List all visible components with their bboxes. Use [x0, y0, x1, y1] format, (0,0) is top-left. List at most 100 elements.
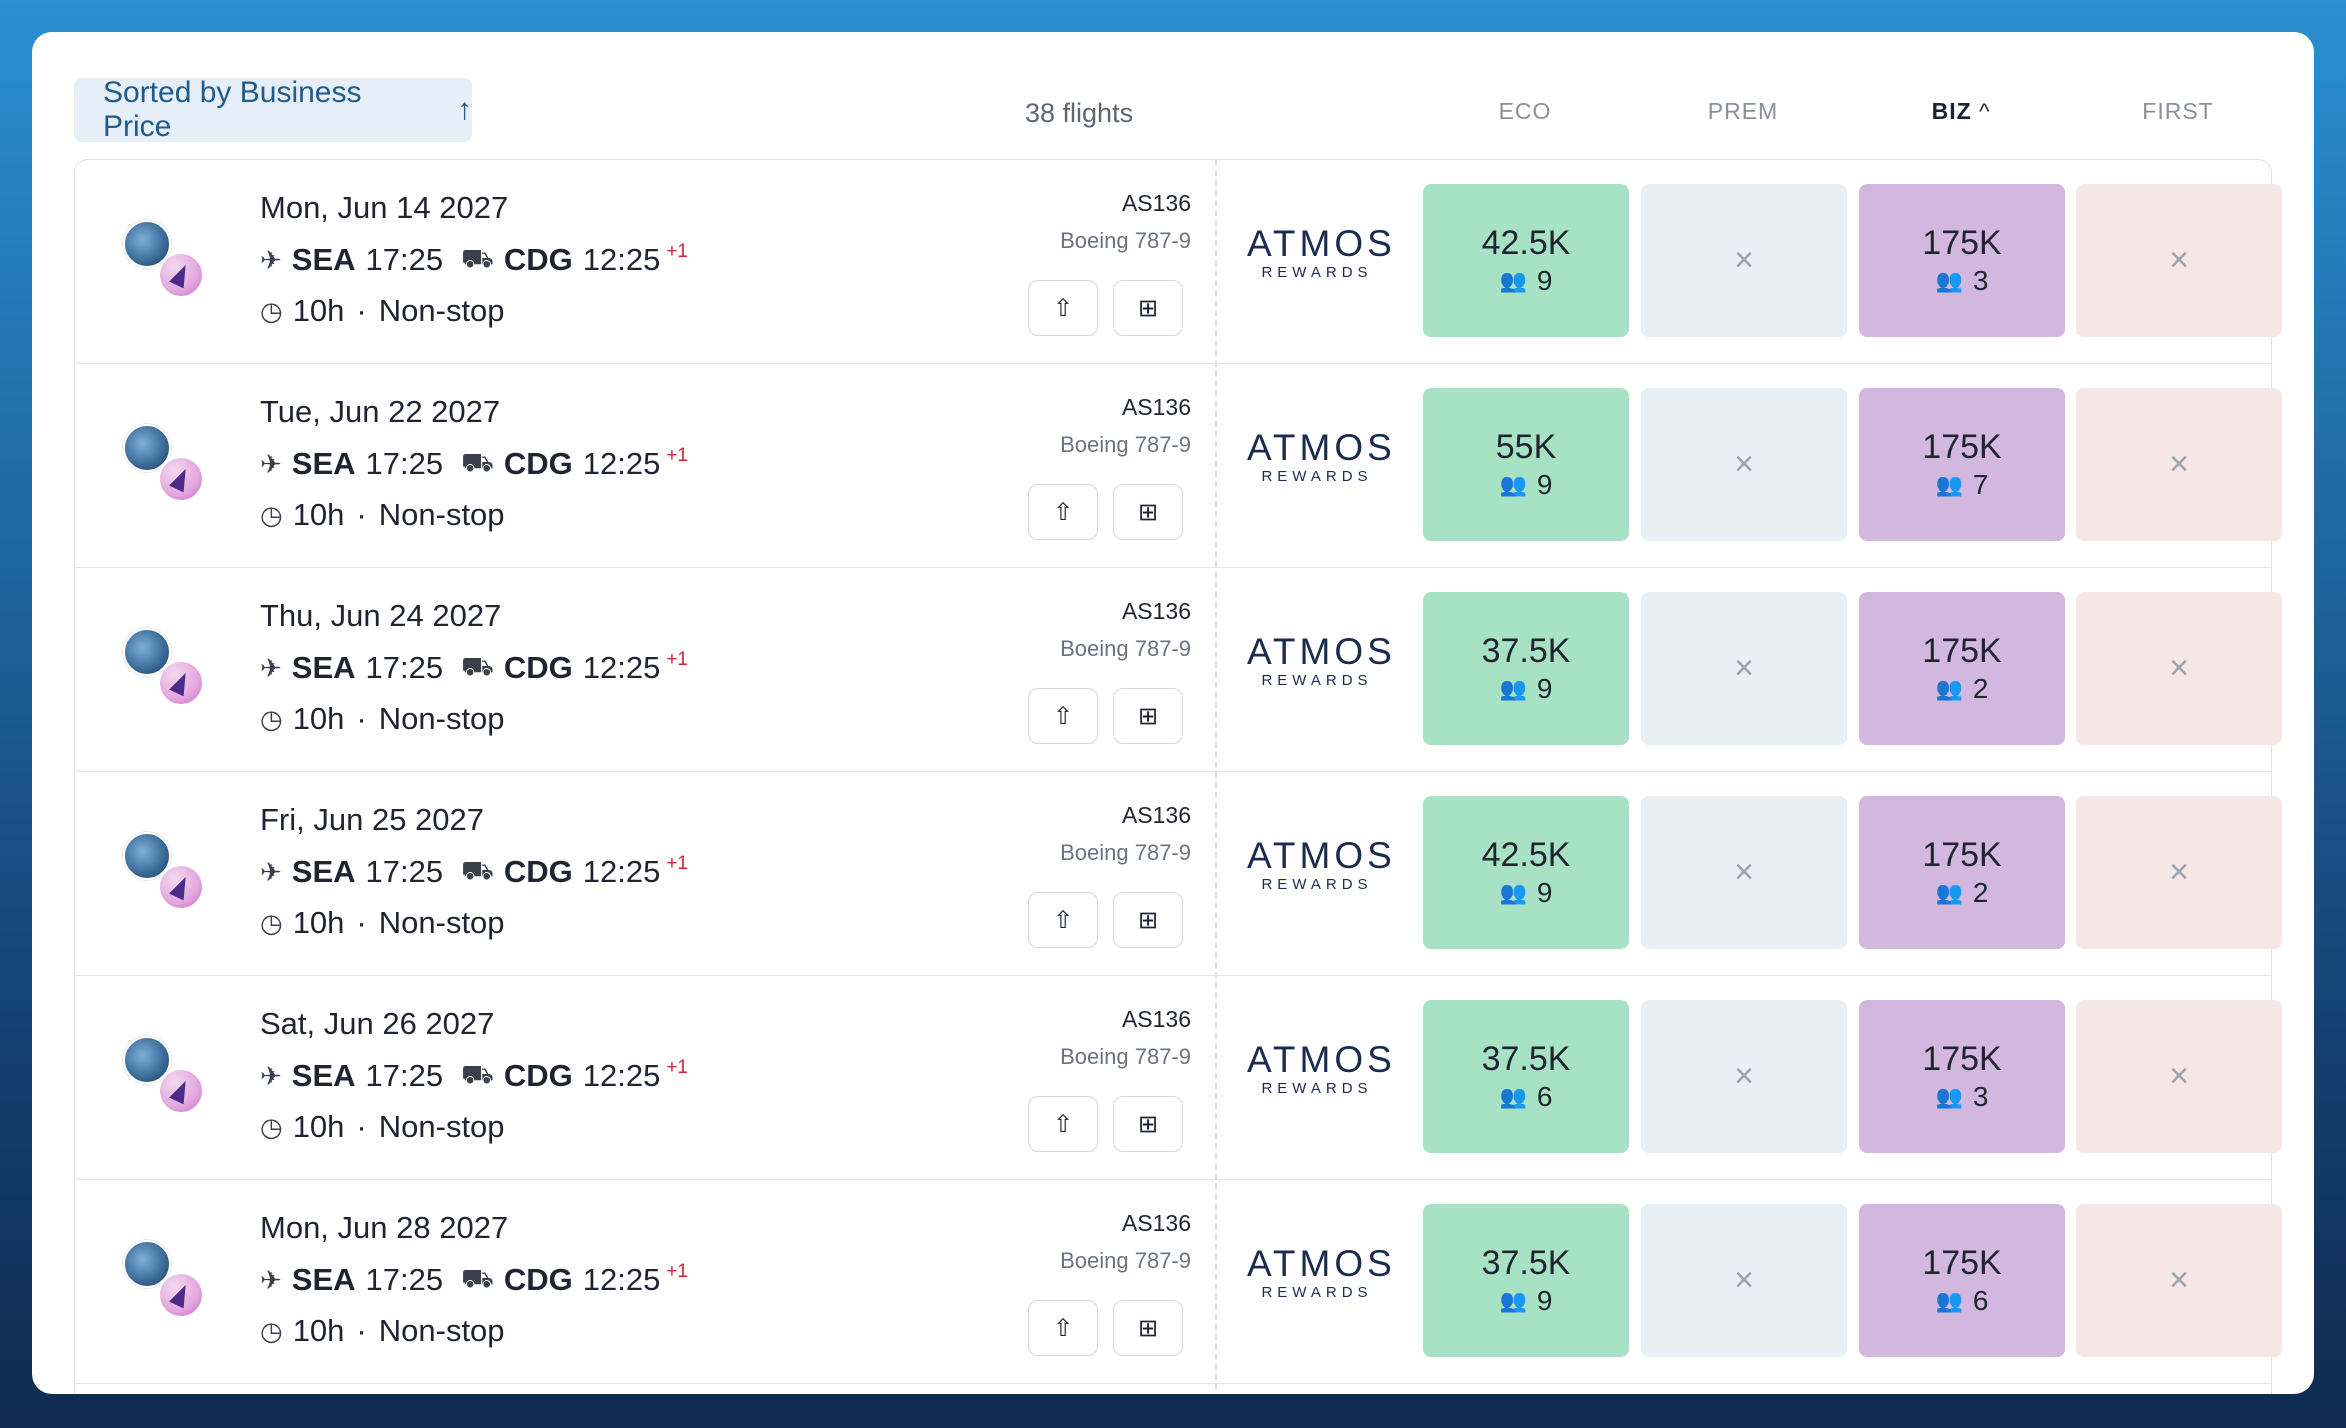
people-icon: 👥 [1499, 879, 1527, 905]
partner-airline-logo [158, 660, 204, 706]
sort-button[interactable]: Sorted by Business Price ↑ [74, 76, 472, 143]
program-name: ATMOS [1247, 1243, 1396, 1284]
add-button[interactable]: ⊞ [1113, 280, 1183, 336]
biz-fare-cell[interactable]: 175K 👥 2 [1859, 592, 2065, 745]
share-button[interactable]: ⇧ [1028, 484, 1098, 540]
destination-code: CDG [503, 446, 573, 481]
add-button[interactable]: ⊞ [1113, 1300, 1183, 1356]
biz-seat-count: 6 [1972, 1284, 1989, 1316]
share-button[interactable]: ⇧ [1028, 280, 1098, 336]
program-sub: REWARDS [1261, 1284, 1373, 1301]
column-header-eco[interactable]: ECO [1498, 98, 1552, 124]
plane-arrival-icon: ⛟ [461, 446, 494, 477]
eco-fare-cell[interactable]: 37.5K 👥 9 [1423, 1204, 1629, 1357]
unavailable-icon: × [2169, 445, 2189, 483]
biz-fare-cell[interactable]: 175K 👥 7 [1859, 388, 2065, 541]
eco-seat-count: 9 [1536, 1284, 1553, 1316]
clock-icon: ◷ [260, 1111, 283, 1142]
add-button[interactable]: ⊞ [1113, 688, 1183, 744]
flight-row[interactable]: Thu, Jun 24 2027 ✈ SEA 17:25 ⛟ CDG 12:25… [75, 568, 2282, 772]
biz-seats: 👥 7 [1936, 467, 1989, 503]
route: ✈ SEA 17:25 ⛟ CDG 12:25 +1 [260, 1057, 688, 1094]
people-icon: 👥 [1499, 267, 1527, 293]
flight-row[interactable]: Mon, Jun 14 2027 ✈ SEA 17:25 ⛟ CDG 12:25… [75, 160, 2282, 364]
column-header-biz[interactable]: BIZ ^ [1931, 98, 1991, 124]
share-button[interactable]: ⇧ [1028, 1096, 1098, 1152]
eco-price: 37.5K [1481, 631, 1571, 670]
add-square-icon: ⊞ [1137, 498, 1159, 526]
share-button[interactable]: ⇧ [1028, 892, 1098, 948]
add-square-icon: ⊞ [1137, 294, 1159, 322]
flight-date: Mon, Jun 14 2027 [260, 190, 509, 225]
eco-seat-count: 9 [1536, 876, 1553, 908]
eco-fare-cell[interactable]: 42.5K 👥 9 [1423, 796, 1629, 949]
eco-price: 42.5K [1481, 223, 1571, 262]
eco-fare-cell[interactable]: 55K 👥 9 [1423, 388, 1629, 541]
eco-seat-count: 6 [1536, 1080, 1553, 1112]
plane-arrival-icon: ⛟ [461, 1058, 494, 1089]
biz-seats: 👥 2 [1936, 671, 1989, 707]
column-header-prem[interactable]: PREM [1707, 98, 1779, 124]
biz-fare-cell[interactable]: 175K 👥 3 [1859, 1000, 2065, 1153]
eco-seats: 👥 9 [1500, 1283, 1553, 1319]
unavailable-icon: × [1734, 649, 1754, 687]
flight-row[interactable]: Tue, Jun 22 2027 ✈ SEA 17:25 ⛟ CDG 12:25… [75, 364, 2282, 568]
add-button[interactable]: ⊞ [1113, 1096, 1183, 1152]
biz-seat-count: 3 [1972, 1080, 1989, 1112]
people-icon: 👥 [1935, 1083, 1963, 1109]
flight-date: Thu, Jun 24 2027 [260, 598, 502, 633]
origin-code: SEA [291, 446, 356, 481]
share-button[interactable]: ⇧ [1028, 1300, 1098, 1356]
stops: Non-stop [378, 1313, 505, 1348]
partner-airline-logo [158, 864, 204, 910]
eco-seats: 👥 9 [1500, 671, 1553, 707]
flight-count: 38 flights [1025, 98, 1134, 128]
destination-code: CDG [503, 242, 573, 277]
flight-row[interactable]: Sat, Jun 26 2027 ✈ SEA 17:25 ⛟ CDG 12:25… [75, 976, 2282, 1180]
unavailable-icon: × [2169, 1261, 2189, 1299]
first-fare-cell: × [2076, 592, 2282, 745]
people-icon: 👥 [1935, 267, 1963, 293]
people-icon: 👥 [1935, 879, 1963, 905]
biz-seat-count: 7 [1972, 468, 1989, 500]
biz-fare-cell[interactable]: 175K 👥 3 [1859, 184, 2065, 337]
column-header-first[interactable]: FIRST [2142, 98, 2214, 124]
stops: Non-stop [378, 905, 505, 940]
biz-fare-cell[interactable]: 175K 👥 6 [1859, 1204, 2065, 1357]
flight-number: AS136 [1121, 598, 1191, 624]
chevron-up-icon: ^ [1979, 99, 1991, 124]
share-icon: ⇧ [1052, 1314, 1074, 1342]
biz-price: 175K [1922, 835, 2002, 874]
stops: Non-stop [378, 1109, 505, 1144]
duration: ◷ 10h · Non-stop [260, 905, 505, 941]
add-square-icon: ⊞ [1137, 1110, 1159, 1138]
eco-seats: 👥 9 [1500, 467, 1553, 503]
add-button[interactable]: ⊞ [1113, 892, 1183, 948]
unavailable-icon: × [2169, 853, 2189, 891]
stops: Non-stop [378, 293, 505, 328]
add-button[interactable]: ⊞ [1113, 484, 1183, 540]
unavailable-icon: × [2169, 649, 2189, 687]
eco-fare-cell[interactable]: 37.5K 👥 6 [1423, 1000, 1629, 1153]
flight-row[interactable]: Mon, Jun 28 2027 ✈ SEA 17:25 ⛟ CDG 12:25… [75, 1180, 2282, 1384]
share-button[interactable]: ⇧ [1028, 688, 1098, 744]
first-fare-cell: × [2076, 1204, 2282, 1357]
next-day-indicator: +1 [666, 1261, 688, 1282]
share-icon: ⇧ [1052, 906, 1074, 934]
program-sub: REWARDS [1261, 876, 1373, 893]
flight-row[interactable]: Fri, Jun 25 2027 ✈ SEA 17:25 ⛟ CDG 12:25… [75, 772, 2282, 976]
prem-fare-cell: × [1641, 592, 1847, 745]
arrival-time: 12:25 [582, 650, 661, 685]
aircraft-type: Boeing 787-9 [1060, 1248, 1191, 1273]
eco-fare-cell[interactable]: 42.5K 👥 9 [1423, 184, 1629, 337]
biz-seat-count: 3 [1972, 264, 1989, 296]
share-icon: ⇧ [1052, 294, 1074, 322]
route: ✈ SEA 17:25 ⛟ CDG 12:25 +1 [260, 649, 688, 686]
route: ✈ SEA 17:25 ⛟ CDG 12:25 +1 [260, 853, 688, 890]
eco-fare-cell[interactable]: 37.5K 👥 9 [1423, 592, 1629, 745]
flight-date: Sat, Jun 26 2027 [260, 1006, 495, 1041]
biz-fare-cell[interactable]: 175K 👥 2 [1859, 796, 2065, 949]
flight-number: AS136 [1121, 1210, 1191, 1236]
plane-departure-icon: ✈ [260, 244, 282, 275]
people-icon: 👥 [1935, 675, 1963, 701]
